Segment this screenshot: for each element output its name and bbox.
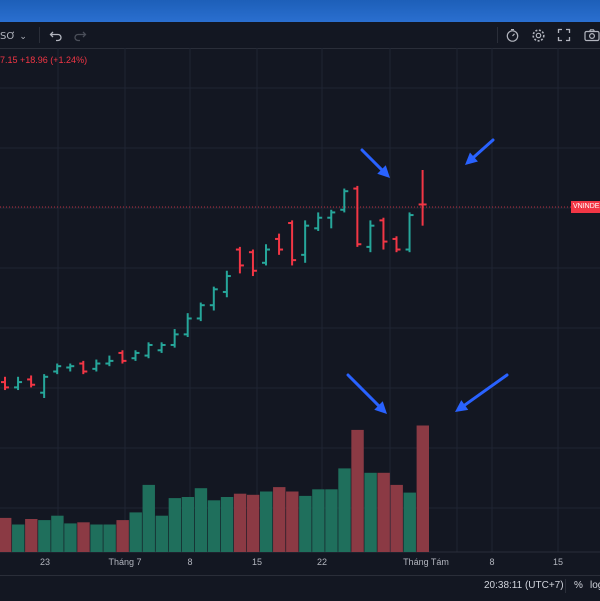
volume-bar: [38, 520, 51, 552]
toolbar-divider: [39, 27, 40, 43]
stopwatch-icon: [506, 29, 519, 42]
volume-bar: [207, 500, 221, 552]
replay-button[interactable]: [505, 22, 521, 48]
volume-bar: [233, 493, 247, 552]
x-tick-label: 23: [40, 557, 50, 567]
volume-bar: [273, 487, 286, 552]
settings-button[interactable]: [531, 22, 547, 48]
redo-icon: [74, 31, 87, 42]
volume-bar: [142, 484, 155, 552]
x-tick-label: Tháng Tám: [403, 557, 449, 567]
annotation-arrow-head: [455, 400, 469, 412]
volume-bar: [416, 425, 429, 552]
volume-bar: [246, 494, 260, 552]
chart-grid: [0, 48, 600, 553]
volume-bar: [286, 491, 299, 552]
volume-bar: [364, 472, 377, 552]
chart-type-button[interactable]: SƠ ⌄: [0, 22, 34, 48]
undo-button[interactable]: [49, 22, 63, 48]
ohlc-chart[interactable]: 23 Tháng 7 8 15 22 Tháng Tám 8 15: [0, 0, 600, 575]
volume-bar: [312, 489, 325, 552]
undo-icon: [49, 31, 62, 42]
volume-bar: [155, 515, 168, 552]
annotation-arrow-head: [377, 165, 390, 178]
volume-bar: [0, 517, 12, 552]
x-tick-label: 8: [187, 557, 192, 567]
annotation-arrow-head: [465, 152, 478, 165]
chart-toolbar: SƠ ⌄: [0, 22, 600, 49]
volume-bar: [377, 472, 390, 552]
volume-bar: [116, 520, 129, 552]
snapshot-button[interactable]: [584, 22, 600, 48]
price-bars: [1, 170, 427, 398]
volume-bar: [325, 489, 338, 552]
volume-bar: [194, 488, 208, 552]
chevron-down-icon: ⌄: [19, 32, 27, 42]
volume-bar: [260, 491, 273, 552]
price-change-text: 7.15 +18.96 (+1.24%): [0, 55, 88, 65]
volume-bar: [129, 512, 142, 552]
volume-bars: [0, 425, 429, 552]
volume-bar: [390, 484, 403, 552]
volume-bar: [12, 524, 25, 552]
clock-time: 20:38:11 (UTC+7): [484, 580, 564, 591]
annotation-arrows: [346, 138, 509, 414]
fullscreen-icon: [557, 28, 571, 42]
browser-top-strip: [0, 0, 600, 22]
annotation-arrow-head: [374, 401, 387, 414]
x-tick-label: 22: [317, 557, 327, 567]
annotation-arrow: [472, 138, 495, 159]
x-axis-ticks: 23 Tháng 7 8 15 22 Tháng Tám 8 15: [40, 557, 563, 567]
volume-bar: [168, 498, 182, 552]
volume-bar: [220, 497, 234, 552]
volume-bar: [299, 495, 312, 552]
annotation-arrow: [346, 373, 381, 408]
volume-bar: [351, 429, 364, 552]
volume-bar: [103, 524, 116, 552]
x-tick-label: 15: [553, 557, 563, 567]
annotation-arrow: [463, 373, 509, 407]
volume-bar: [51, 515, 64, 552]
volume-bar: [77, 522, 90, 552]
x-tick-label: 8: [489, 557, 494, 567]
annotation-arrow: [360, 148, 384, 172]
fullscreen-button[interactable]: [557, 22, 573, 48]
volume-bar: [25, 519, 38, 552]
volume-bar: [181, 497, 195, 552]
volume-bar: [64, 523, 77, 552]
volume-bar: [338, 468, 351, 552]
volume-bar: [90, 524, 103, 552]
redo-button[interactable]: [73, 22, 87, 48]
interval-label: SƠ: [0, 31, 16, 42]
bottom-status-bar: 20:38:11 (UTC+7) % log: [0, 575, 600, 601]
x-tick-label: Tháng 7: [108, 557, 141, 567]
toolbar-divider: [497, 27, 498, 43]
log-scale-toggle[interactable]: log: [590, 580, 600, 591]
bottom-divider: [565, 579, 566, 593]
last-price-tag: VNINDEX: [571, 201, 600, 213]
percent-scale-toggle[interactable]: %: [574, 580, 583, 591]
x-tick-label: 15: [252, 557, 262, 567]
camera-icon: [584, 29, 600, 42]
volume-bar: [403, 492, 416, 552]
gear-icon: [532, 29, 545, 42]
